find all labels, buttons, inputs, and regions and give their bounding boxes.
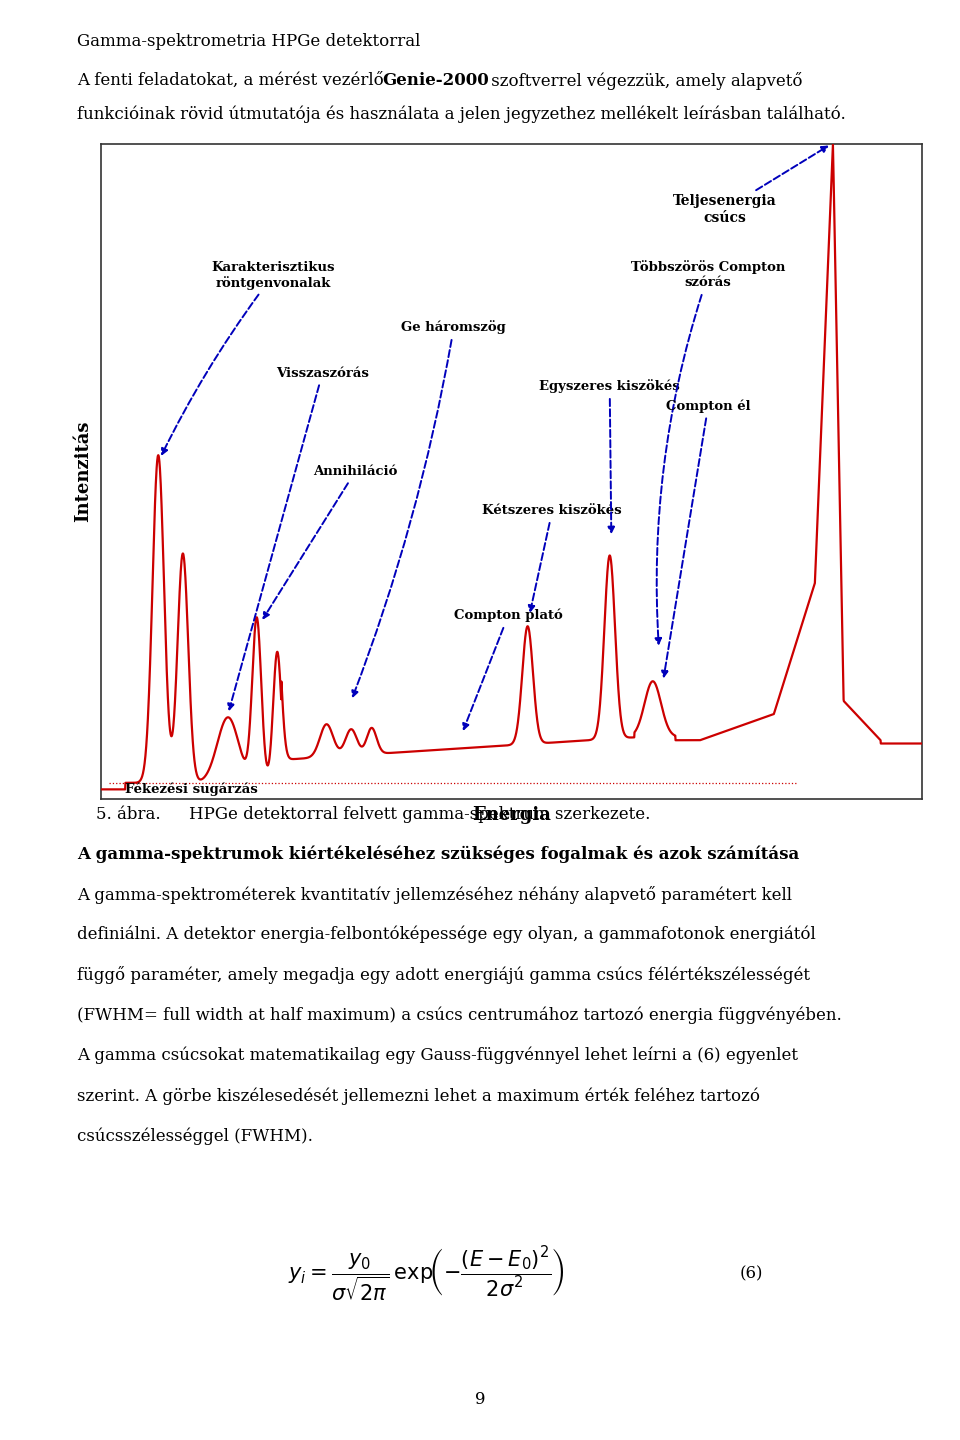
Y-axis label: Intenzitás: Intenzitás bbox=[75, 420, 92, 523]
Text: Karakterisztikus
röntgenvonalak: Karakterisztikus röntgenvonalak bbox=[162, 261, 335, 454]
Text: A gamma-spektrumok kiértékeléséhez szükséges fogalmak és azok számítása: A gamma-spektrumok kiértékeléséhez szüks… bbox=[77, 845, 799, 863]
Text: Ge háromszög: Ge háromszög bbox=[352, 321, 506, 697]
Text: szerint. A görbe kiszélesedését jellemezni lehet a maximum érték feléhez tartozó: szerint. A görbe kiszélesedését jellemez… bbox=[77, 1087, 759, 1104]
Text: Annihiláció: Annihiláció bbox=[263, 465, 397, 618]
X-axis label: Energia: Energia bbox=[471, 806, 551, 824]
Text: Visszaszórás: Visszaszórás bbox=[228, 367, 369, 710]
Text: Kétszeres kiszökés: Kétszeres kiszökés bbox=[483, 504, 622, 611]
Text: 5. ábra.: 5. ábra. bbox=[96, 806, 160, 824]
Text: A gamma csúcsokat matematikailag egy Gauss-függvénnyel lehet leírni a (6) egyenl: A gamma csúcsokat matematikailag egy Gau… bbox=[77, 1047, 798, 1064]
Text: A gamma-spektrométerek kvantitatív jellemzéséhez néhány alapvető paramétert kell: A gamma-spektrométerek kvantitatív jelle… bbox=[77, 886, 792, 904]
Text: függő paraméter, amely megadja egy adott energiájú gamma csúcs félértékszélesség: függő paraméter, amely megadja egy adott… bbox=[77, 966, 810, 985]
Text: A fenti feladatokat, a mérést vezérlő: A fenti feladatokat, a mérést vezérlő bbox=[77, 72, 389, 89]
Text: $y_i = \dfrac{y_0}{\sigma\sqrt{2\pi}}\,\mathrm{exp}\!\left(-\dfrac{(E-E_0)^2}{2\: $y_i = \dfrac{y_0}{\sigma\sqrt{2\pi}}\,\… bbox=[288, 1244, 564, 1303]
Text: csúcsszélességgel (FWHM).: csúcsszélességgel (FWHM). bbox=[77, 1128, 313, 1145]
Text: Gamma-spektrometria HPGe detektorral: Gamma-spektrometria HPGe detektorral bbox=[77, 33, 420, 50]
Text: Egyszeres kiszökés: Egyszeres kiszökés bbox=[540, 380, 680, 533]
Text: Többszörös Compton
szórás: Többszörös Compton szórás bbox=[631, 261, 785, 644]
Text: HPGe detektorral felvett gamma-spektrum szerkezete.: HPGe detektorral felvett gamma-spektrum … bbox=[168, 806, 650, 824]
Text: (FWHM= full width at half maximum) a csúcs centrumához tartozó energia függvényé: (FWHM= full width at half maximum) a csú… bbox=[77, 1007, 842, 1024]
Text: Compton plató: Compton plató bbox=[454, 609, 563, 729]
Text: Teljesenergia
csúcs: Teljesenergia csúcs bbox=[673, 147, 828, 225]
Text: definiálni. A detektor energia-felbontóképessége egy olyan, a gammafotonok energ: definiálni. A detektor energia-felbontók… bbox=[77, 926, 816, 943]
Text: szoftverrel végezzük, amely alapvető: szoftverrel végezzük, amely alapvető bbox=[486, 72, 803, 89]
Text: Compton él: Compton él bbox=[662, 399, 751, 677]
Text: 9: 9 bbox=[475, 1391, 485, 1408]
Text: Genie-2000: Genie-2000 bbox=[382, 72, 489, 89]
Text: Fékezési sugárzás: Fékezési sugárzás bbox=[126, 782, 258, 796]
Text: (6): (6) bbox=[739, 1266, 763, 1282]
Text: funkcióinak rövid útmutatója és használata a jelen jegyzethez mellékelt leírásba: funkcióinak rövid útmutatója és használa… bbox=[77, 105, 846, 122]
